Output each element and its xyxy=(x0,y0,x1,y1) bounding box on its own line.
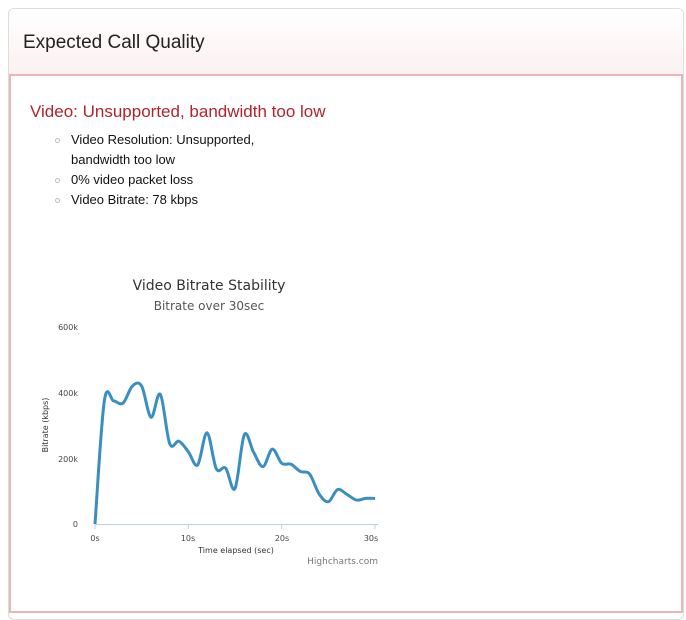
x-tick-label: 0s xyxy=(90,534,99,543)
y-axis-label: Bitrate (kbps) xyxy=(41,398,50,453)
y-tick-label: 600k xyxy=(58,323,78,332)
x-tick-label: 20s xyxy=(275,534,289,543)
x-ticks xyxy=(94,524,376,529)
video-details-list: Video Resolution: Unsupported, bandwidth… xyxy=(51,130,291,210)
x-tick-label: 30s xyxy=(364,534,378,543)
chart-subtitle: Bitrate over 30sec xyxy=(154,299,265,313)
video-status: Video: Unsupported, bandwidth too low xyxy=(30,102,326,121)
x-axis-label: Time elapsed (sec) xyxy=(197,546,274,555)
chart-title: Video Bitrate Stability xyxy=(133,278,286,294)
panel-header: Expected Call Quality xyxy=(9,9,683,76)
list-item: Video Bitrate: 78 kbps xyxy=(51,190,291,210)
bitrate-series-line xyxy=(93,381,376,525)
highcharts-credits-link[interactable]: Highcharts.com xyxy=(307,557,378,567)
panel-body: Video: Unsupported, bandwidth too low Vi… xyxy=(9,76,683,613)
y-tick-label: 0 xyxy=(73,520,78,529)
x-tick-label: 10s xyxy=(181,534,195,543)
y-tick-label: 400k xyxy=(58,389,78,398)
panel-title: Expected Call Quality xyxy=(23,32,205,53)
list-item: Video Resolution: Unsupported, bandwidth… xyxy=(51,130,291,170)
list-item: 0% video packet loss xyxy=(51,170,291,190)
call-quality-panel: Expected Call Quality Video: Unsupported… xyxy=(8,8,684,620)
y-tick-label: 200k xyxy=(58,455,78,464)
